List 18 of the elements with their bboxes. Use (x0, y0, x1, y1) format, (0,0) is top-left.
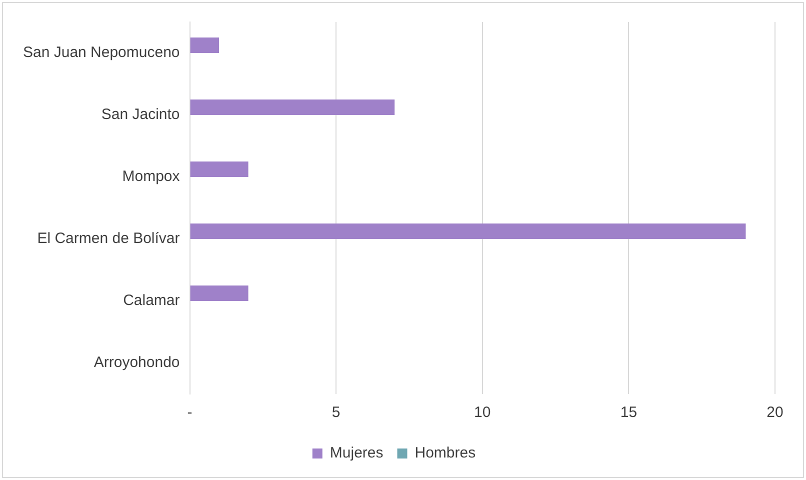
x-tick-label: - (187, 404, 192, 422)
y-tick-label: San Jacinto (101, 106, 180, 124)
x-tick-label: 20 (766, 404, 784, 422)
y-tick-label: Mompox (122, 168, 180, 186)
bar (190, 286, 248, 301)
y-tick-label: Arroyohondo (94, 354, 180, 372)
y-tick-label: El Carmen de Bolívar (37, 230, 180, 248)
bar (190, 100, 395, 115)
y-tick-label: San Juan Nepomuceno (22, 44, 180, 62)
x-tick-label: 10 (474, 404, 491, 422)
legend-label: Hombres (414, 444, 476, 462)
x-tick-label: 15 (620, 404, 638, 422)
x-tick-label: 5 (332, 404, 340, 422)
y-tick-label: Calamar (123, 292, 180, 310)
bar (190, 162, 248, 177)
bar (190, 38, 220, 53)
bar (190, 224, 746, 239)
legend-label: Mujeres (330, 444, 384, 462)
